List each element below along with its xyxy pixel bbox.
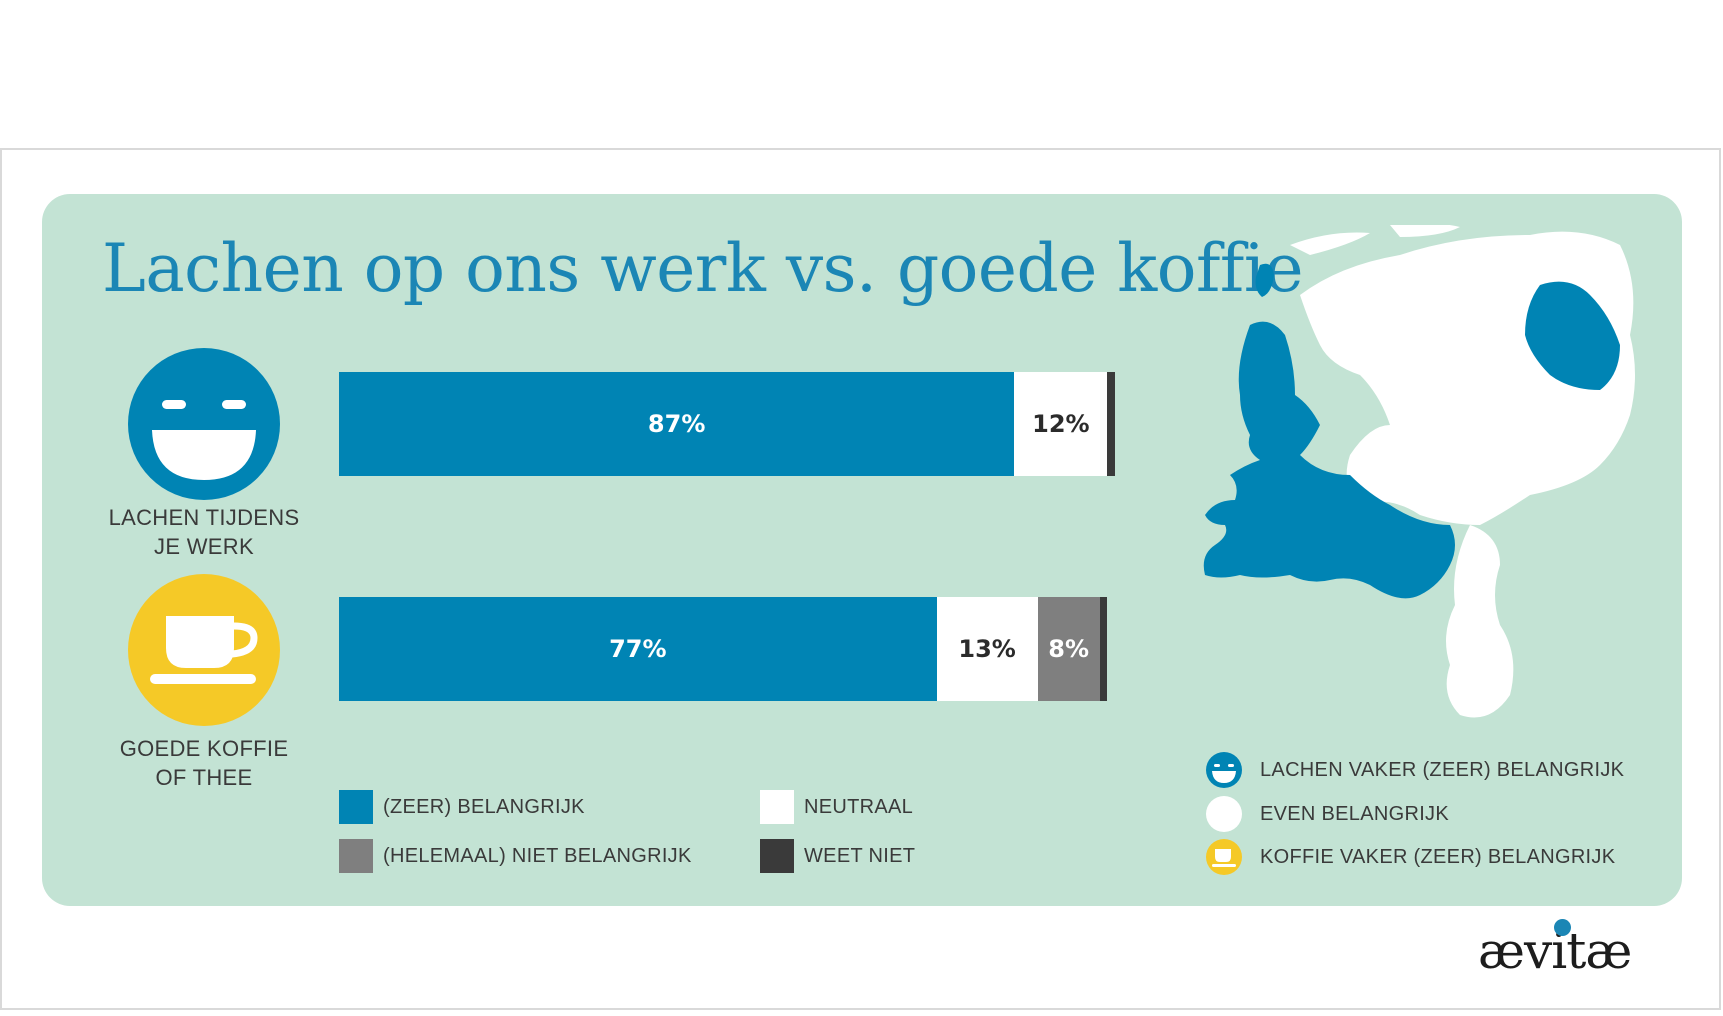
white-circle-icon bbox=[1206, 796, 1242, 832]
map-legend-label: KOFFIE VAKER (ZEER) BELANGRIJK bbox=[1260, 845, 1616, 868]
map-region-islands bbox=[1290, 225, 1460, 255]
map-region-drenthe bbox=[1525, 281, 1620, 390]
bar-segment-belangrijk: 87% bbox=[339, 372, 1015, 476]
bar-segment-weet-niet bbox=[1107, 372, 1116, 476]
logo-dot-icon bbox=[1554, 919, 1571, 936]
laugh-label-line2: JE WERK bbox=[154, 534, 254, 559]
bar-segment-weet-niet bbox=[1099, 597, 1108, 701]
legend-item-neutraal: NEUTRAAL bbox=[760, 790, 913, 824]
legend-item-weet-niet: WEET NIET bbox=[760, 839, 915, 873]
laugh-label-line1: LACHEN TIJDENS bbox=[108, 505, 300, 530]
page-title: Lachen op ons werk vs. goede koffie bbox=[102, 230, 1304, 307]
bar-value-label: 8% bbox=[1048, 635, 1090, 663]
bar-segment-belangrijk: 77% bbox=[339, 597, 937, 701]
legend-swatch-white bbox=[760, 790, 794, 824]
map-region-west bbox=[1203, 321, 1455, 599]
bar-value-label: 13% bbox=[958, 635, 1016, 663]
map-region-texel bbox=[1255, 263, 1274, 297]
bar-value-label: 87% bbox=[647, 410, 706, 438]
laughing-face-icon bbox=[1206, 752, 1242, 788]
laughing-face-icon bbox=[128, 348, 280, 500]
bar-row-coffee: 77% 13% 8% bbox=[339, 597, 1123, 701]
bar-value-label: 77% bbox=[609, 635, 667, 663]
legend-item-niet-belangrijk: (HELEMAAL) NIET BELANGRIJK bbox=[339, 839, 692, 873]
bar-row-laugh: 87% 12% bbox=[339, 372, 1123, 476]
legend-label: (HELEMAAL) NIET BELANGRIJK bbox=[383, 844, 692, 867]
coffee-cup-icon bbox=[1206, 839, 1242, 875]
legend-swatch-dark bbox=[760, 839, 794, 873]
legend-label: WEET NIET bbox=[804, 844, 916, 867]
bar-segment-neutraal: 13% bbox=[936, 597, 1038, 701]
coffee-label: GOEDE KOFFIE OF THEE bbox=[84, 734, 324, 792]
netherlands-map bbox=[1203, 225, 1635, 718]
bar-value-label: 12% bbox=[1032, 410, 1090, 438]
map-region-limburg bbox=[1446, 525, 1514, 718]
map-legend-item-koffie: KOFFIE VAKER (ZEER) BELANGRIJK bbox=[1206, 839, 1615, 875]
map-legend-item-even: EVEN BELANGRIJK bbox=[1206, 796, 1449, 832]
legend-label: (ZEER) BELANGRIJK bbox=[383, 795, 585, 818]
laugh-label: LACHEN TIJDENS JE WERK bbox=[84, 503, 324, 561]
map-legend-label: EVEN BELANGRIJK bbox=[1260, 802, 1450, 825]
map-legend-label: LACHEN VAKER (ZEER) BELANGRIJK bbox=[1260, 758, 1625, 781]
coffee-label-line1: GOEDE KOFFIE bbox=[119, 736, 289, 761]
legend-item-belangrijk: (ZEER) BELANGRIJK bbox=[339, 790, 585, 824]
coffee-cup-icon bbox=[128, 574, 280, 726]
bar-segment-niet-belangrijk: 8% bbox=[1037, 597, 1100, 701]
coffee-label-line2: OF THEE bbox=[155, 765, 253, 790]
legend-label: NEUTRAAL bbox=[804, 795, 914, 818]
legend-swatch-blue bbox=[339, 790, 373, 824]
map-legend-item-lachen: LACHEN VAKER (ZEER) BELANGRIJK bbox=[1206, 752, 1624, 788]
bar-segment-neutraal: 12% bbox=[1014, 372, 1108, 476]
legend-swatch-grey bbox=[339, 839, 373, 873]
